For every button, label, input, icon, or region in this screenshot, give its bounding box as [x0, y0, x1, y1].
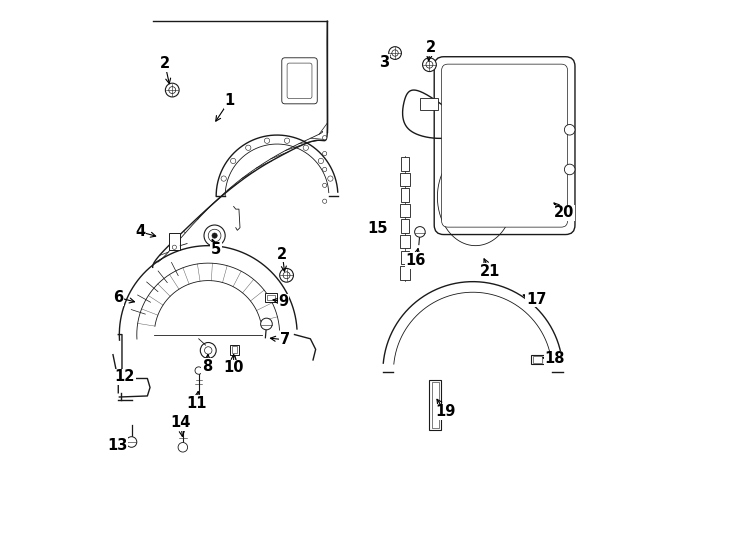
Circle shape: [415, 227, 425, 237]
Text: 19: 19: [435, 404, 456, 420]
Circle shape: [564, 164, 575, 175]
FancyBboxPatch shape: [287, 63, 312, 98]
Circle shape: [195, 367, 203, 374]
Bar: [429, 380, 441, 430]
Bar: [531, 355, 544, 364]
Text: 7: 7: [280, 332, 290, 347]
Circle shape: [322, 199, 327, 204]
Text: 2: 2: [426, 40, 435, 55]
Bar: [401, 219, 410, 233]
Circle shape: [264, 138, 269, 143]
Text: 6: 6: [113, 290, 123, 305]
Circle shape: [246, 145, 251, 151]
Circle shape: [200, 342, 217, 359]
Bar: [267, 295, 275, 300]
Text: 11: 11: [186, 396, 207, 411]
Text: 3: 3: [379, 55, 390, 70]
Circle shape: [261, 318, 272, 330]
Bar: [400, 173, 410, 186]
Bar: [420, 98, 438, 110]
Bar: [232, 346, 237, 353]
Circle shape: [208, 230, 221, 242]
Bar: [266, 293, 277, 302]
Circle shape: [172, 245, 176, 249]
Circle shape: [204, 225, 225, 246]
Text: 1: 1: [225, 93, 235, 108]
Text: 8: 8: [202, 359, 212, 374]
Bar: [230, 345, 239, 355]
Circle shape: [126, 437, 137, 447]
Bar: [401, 251, 410, 264]
Circle shape: [169, 86, 175, 93]
Text: 18: 18: [545, 352, 565, 367]
Circle shape: [280, 268, 294, 282]
Circle shape: [392, 50, 399, 56]
Text: 2: 2: [277, 247, 288, 261]
Text: 5: 5: [211, 242, 222, 258]
Circle shape: [322, 136, 327, 140]
Text: 16: 16: [405, 253, 426, 268]
Text: 4: 4: [136, 225, 145, 239]
Text: 2: 2: [160, 56, 170, 71]
Circle shape: [389, 46, 401, 59]
FancyBboxPatch shape: [442, 64, 567, 227]
Text: 21: 21: [479, 264, 500, 279]
FancyBboxPatch shape: [282, 58, 317, 104]
Circle shape: [426, 61, 433, 68]
Circle shape: [165, 83, 179, 97]
Circle shape: [319, 158, 324, 164]
Circle shape: [205, 347, 212, 354]
Text: 15: 15: [367, 221, 388, 236]
Text: 10: 10: [223, 360, 244, 375]
Bar: [400, 235, 410, 248]
Circle shape: [230, 158, 236, 164]
Text: 14: 14: [170, 415, 191, 430]
Bar: [400, 204, 410, 217]
FancyBboxPatch shape: [435, 57, 575, 234]
Circle shape: [178, 442, 188, 452]
Bar: [401, 188, 410, 202]
Circle shape: [284, 138, 290, 143]
Circle shape: [322, 167, 327, 172]
Bar: [432, 382, 439, 428]
Bar: [169, 233, 180, 250]
Circle shape: [283, 272, 290, 279]
Circle shape: [303, 145, 308, 151]
Text: 17: 17: [526, 292, 547, 307]
Text: 9: 9: [278, 294, 288, 309]
Circle shape: [221, 176, 226, 181]
Bar: [400, 266, 410, 280]
Circle shape: [328, 176, 333, 181]
Bar: [533, 356, 542, 363]
Bar: [401, 157, 410, 171]
Circle shape: [564, 125, 575, 135]
Circle shape: [322, 151, 327, 156]
Circle shape: [212, 233, 217, 238]
Text: 13: 13: [107, 438, 128, 453]
Text: 20: 20: [553, 205, 574, 220]
Text: 12: 12: [115, 369, 135, 384]
Circle shape: [423, 58, 436, 71]
Circle shape: [322, 183, 327, 187]
